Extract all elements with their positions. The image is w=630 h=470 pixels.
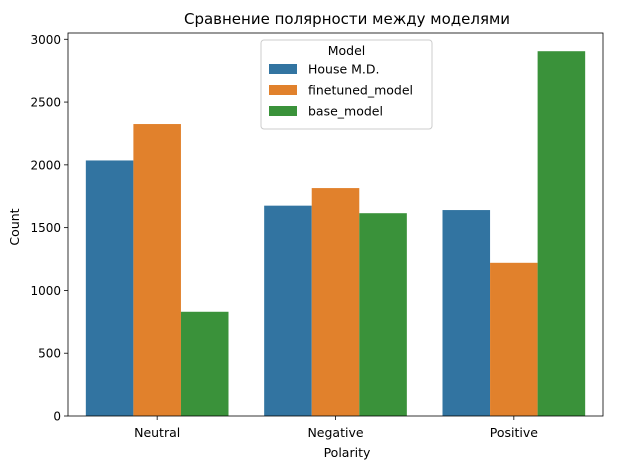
bar: [537, 51, 586, 417]
x-tick-label: Negative: [307, 425, 363, 440]
legend-title: Model: [328, 43, 366, 58]
legend-swatch: [269, 106, 297, 116]
y-tick-label: 1500: [30, 221, 61, 235]
legend-item-label: finetuned_model: [308, 83, 413, 98]
legend-swatch: [269, 85, 297, 95]
x-axis-label: Polarity: [324, 445, 371, 460]
bar: [133, 124, 181, 416]
chart-title: Сравнение полярности между моделями: [184, 10, 510, 28]
y-tick-label: 0: [53, 410, 61, 424]
bar: [85, 160, 134, 416]
x-tick-label: Neutral: [134, 425, 180, 440]
y-tick-label: 2000: [30, 158, 61, 172]
legend-item-label: House M.D.: [308, 62, 380, 77]
bar: [359, 213, 407, 416]
bar: [311, 188, 360, 416]
y-axis-label: Count: [7, 208, 22, 245]
x-tick-label: Positive: [490, 425, 538, 440]
legend-box: [260, 39, 433, 130]
legend: Model House M.D. finetuned_model base_model: [260, 39, 433, 130]
bar: [264, 205, 312, 416]
legend-swatch: [269, 64, 297, 74]
plot-area: 0 500 1000 1500 2000 2500 3000 Neutral Negative P…: [30, 32, 604, 440]
bar: [180, 311, 229, 416]
y-tick-label: 2500: [30, 96, 61, 110]
y-tick-label: 1000: [30, 284, 61, 298]
plot-frame: [67, 32, 604, 417]
y-tick-label: 500: [38, 347, 61, 361]
bar: [442, 210, 491, 416]
bar: [490, 262, 538, 416]
legend-item-label: base_model: [308, 104, 383, 119]
y-tick-label: 3000: [30, 33, 61, 47]
